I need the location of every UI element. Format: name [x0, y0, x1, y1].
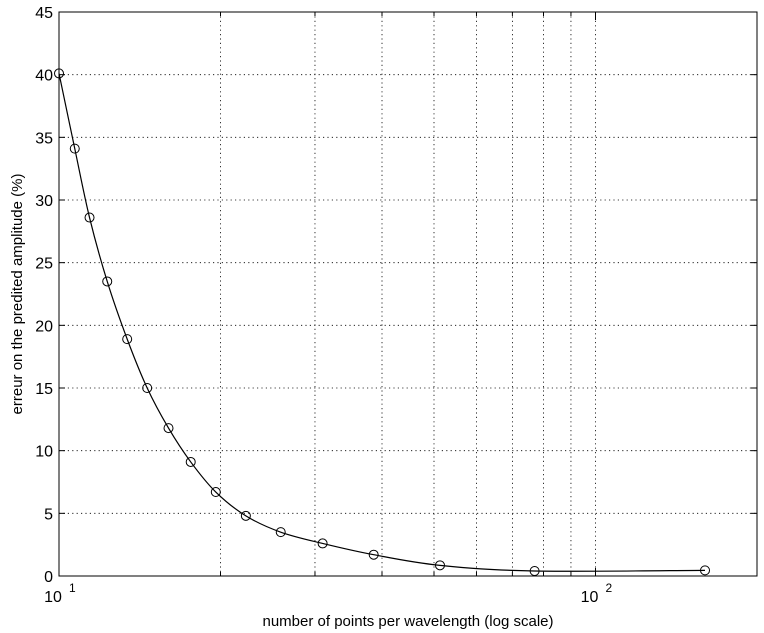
y-tick-label: 25 — [35, 256, 53, 273]
x-tick-exponent: 1 — [69, 581, 76, 595]
y-tick-label: 40 — [35, 68, 53, 85]
data-point — [317, 538, 328, 549]
data-point — [368, 549, 379, 560]
x-tick-exponent: 2 — [605, 581, 612, 595]
data-point — [434, 560, 445, 571]
y-tick-label: 0 — [44, 569, 53, 586]
data-point — [529, 565, 540, 576]
data-point — [69, 143, 80, 154]
y-tick-label: 15 — [35, 381, 53, 398]
data-point — [240, 510, 251, 521]
x-axis-label: number of points per wavelength (log sca… — [263, 613, 554, 630]
data-point — [102, 276, 113, 287]
y-tick-label: 45 — [35, 5, 53, 22]
data-point — [122, 334, 133, 345]
y-tick-label: 20 — [35, 318, 53, 335]
x-tick-labels: 10 1 10 2 — [44, 581, 612, 606]
y-tick-labels: 0 5 10 15 20 25 30 35 40 45 — [35, 5, 53, 586]
y-tick-label: 35 — [35, 130, 53, 147]
x-tick-label: 10 — [581, 589, 599, 606]
y-tick-label: 10 — [35, 444, 53, 461]
plot-frame — [58, 11, 758, 577]
data-point — [700, 565, 711, 576]
data-point — [84, 212, 95, 223]
data-point — [185, 456, 196, 467]
axis-ticks — [58, 11, 758, 577]
y-axis-label: erreur on the predited amplitude (%) — [9, 174, 26, 415]
data-point — [54, 68, 64, 79]
data-markers — [54, 68, 711, 576]
grid-lines — [59, 12, 757, 576]
y-tick-label: 30 — [35, 193, 53, 210]
y-tick-label: 5 — [44, 506, 53, 523]
data-point — [275, 527, 286, 538]
data-point — [142, 383, 153, 393]
data-point — [210, 487, 221, 498]
data-point — [163, 423, 174, 434]
x-tick-label: 10 — [44, 589, 62, 606]
